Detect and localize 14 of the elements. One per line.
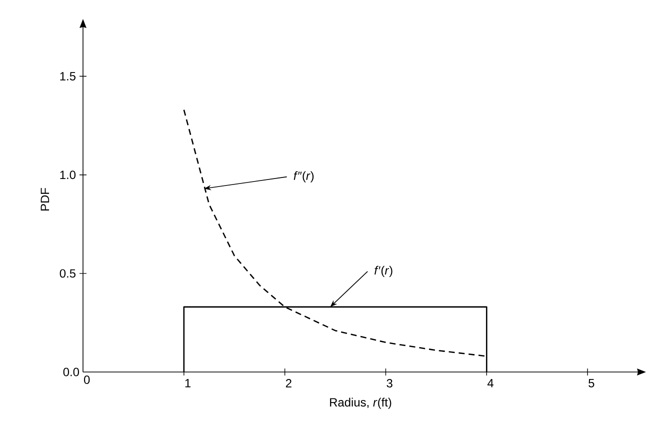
y-tick-label: 1.0 (60, 170, 76, 180)
x-tick-label: 1 (185, 379, 191, 388)
x-tick-label: 5 (588, 379, 594, 388)
x-tick-label: 4 (487, 379, 494, 388)
annotation: f″(r) (294, 171, 314, 182)
y-axis-title: PDF (40, 188, 50, 210)
x-axis-title: Radius, r(ft) (330, 398, 392, 409)
x-tick-label: 2 (286, 379, 292, 388)
x-tick-label: 0 (84, 376, 90, 384)
y-tick-label: 1.5 (60, 72, 76, 80)
annotation: f′(r) (374, 266, 392, 278)
x-tick-label: 3 (386, 379, 392, 388)
y-tick-label: 0.5 (60, 269, 76, 278)
y-tick-label: 0.0 (63, 368, 80, 376)
